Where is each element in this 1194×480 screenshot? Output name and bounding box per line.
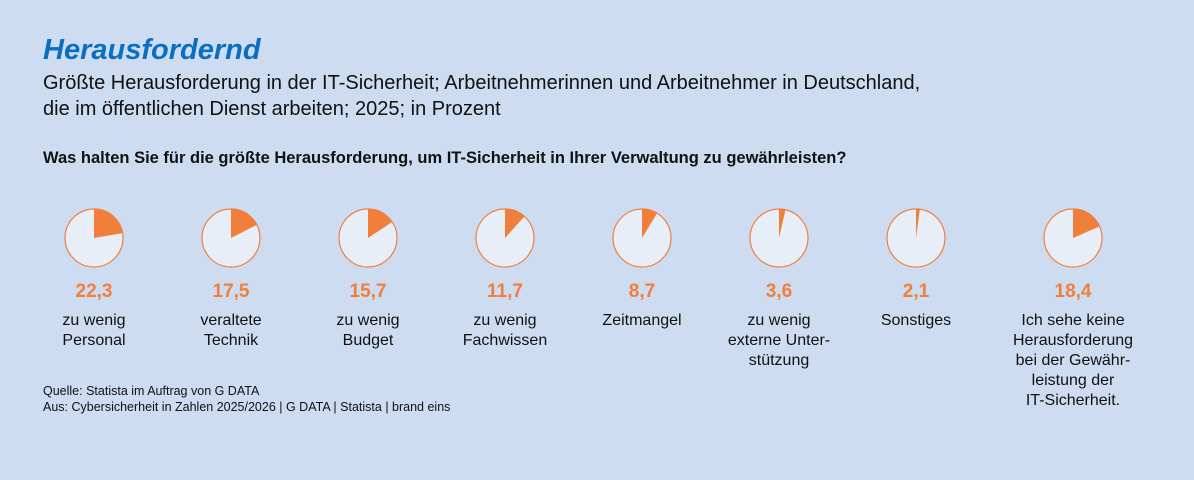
- label-line: zu wenig: [747, 312, 811, 329]
- survey-question: Was halten Sie für die größte Herausford…: [43, 149, 847, 167]
- label-line: Technik: [203, 332, 259, 349]
- pie-item: 8,7 Zeitmangel: [577, 207, 707, 331]
- label-line: veraltete: [200, 312, 262, 329]
- pie-item: 17,5 veraltete Technik: [166, 207, 296, 351]
- category-label: Zeitmangel: [577, 311, 707, 331]
- pie-slice: [779, 209, 786, 238]
- source-line: Aus: Cybersicherheit in Zahlen 2025/2026…: [43, 400, 451, 414]
- pie-item: 18,4 Ich sehe keine Herausforderung bei der…: [1008, 207, 1138, 411]
- label-line: Personal: [62, 332, 126, 349]
- value-label: 11,7: [487, 281, 523, 302]
- label-line: stützung: [748, 352, 810, 369]
- pie-slice: [1073, 209, 1100, 238]
- pie-chart: [338, 208, 398, 268]
- value-label: 8,7: [628, 281, 656, 302]
- label-line: zu wenig: [473, 312, 537, 329]
- subtitle-line: Größte Herausforderung in der IT-Sicherh…: [43, 72, 921, 94]
- category-label: Sonstiges: [851, 311, 981, 331]
- label-line: externe Unter-: [727, 332, 831, 349]
- pie-item: 22,3 zu wenig Personal: [29, 207, 159, 351]
- pie-chart: [886, 208, 946, 268]
- pie-item: 15,7 zu wenig Budget: [303, 207, 433, 351]
- pie-chart: [201, 208, 261, 268]
- chart-title: Herausfordernd: [43, 34, 261, 66]
- chart-subtitle: Größte Herausforderung in der IT-Sicherh…: [43, 70, 1143, 122]
- pie-chart: [612, 208, 672, 268]
- value-label: 18,4: [1054, 281, 1092, 302]
- category-label: Ich sehe keine Herausforderung bei der Gew…: [1008, 311, 1138, 411]
- source-note: Quelle: Statista im Auftrag von G DATA A…: [43, 383, 450, 415]
- value-label: 22,3: [75, 281, 113, 302]
- value-label: 17,5: [212, 281, 250, 302]
- pie-chart: [749, 208, 809, 268]
- pie-chart: [475, 208, 535, 268]
- label-line: Zeitmangel: [602, 312, 682, 329]
- label-line: leistung der: [1031, 372, 1115, 389]
- subtitle-line: die im öffentlichen Dienst arbeiten; 202…: [43, 98, 501, 120]
- pie-chart: [64, 208, 124, 268]
- label-line: Herausforderung: [1012, 332, 1134, 349]
- pie-item: 2,1 Sonstiges: [851, 207, 981, 331]
- label-line: bei der Gewähr-: [1015, 352, 1131, 369]
- category-label: zu wenig Budget: [303, 311, 433, 351]
- pie-item: 11,7 zu wenig Fachwissen: [440, 207, 570, 351]
- label-line: Ich sehe keine: [1021, 312, 1125, 329]
- source-line: Quelle: Statista im Auftrag von G DATA: [43, 384, 260, 398]
- value-label: 15,7: [349, 281, 387, 302]
- label-line: zu wenig: [62, 312, 126, 329]
- pie-slice: [642, 209, 658, 238]
- label-line: Budget: [342, 332, 394, 349]
- label-line: IT-Sicherheit.: [1025, 392, 1121, 409]
- category-label: zu wenig Personal: [29, 311, 159, 351]
- label-line: Sonstiges: [880, 312, 952, 329]
- pie-slice: [368, 209, 393, 238]
- value-label: 3,6: [765, 281, 793, 302]
- label-line: Fachwissen: [462, 332, 548, 349]
- pie-item: 3,6 zu wenig externe Unter-stützung: [714, 207, 844, 371]
- pie-slice: [94, 209, 123, 238]
- pie-slice: [231, 209, 257, 238]
- value-label: 2,1: [902, 281, 930, 302]
- label-line: zu wenig: [336, 312, 400, 329]
- category-label: veraltete Technik: [166, 311, 296, 351]
- category-label: zu wenig externe Unter-stützung: [714, 311, 844, 371]
- pie-chart: [1043, 208, 1103, 268]
- category-label: zu wenig Fachwissen: [440, 311, 570, 351]
- pie-slice: [916, 209, 920, 238]
- pie-slice: [505, 209, 525, 238]
